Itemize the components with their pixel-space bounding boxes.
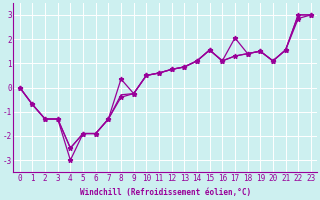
X-axis label: Windchill (Refroidissement éolien,°C): Windchill (Refroidissement éolien,°C) [80,188,251,197]
